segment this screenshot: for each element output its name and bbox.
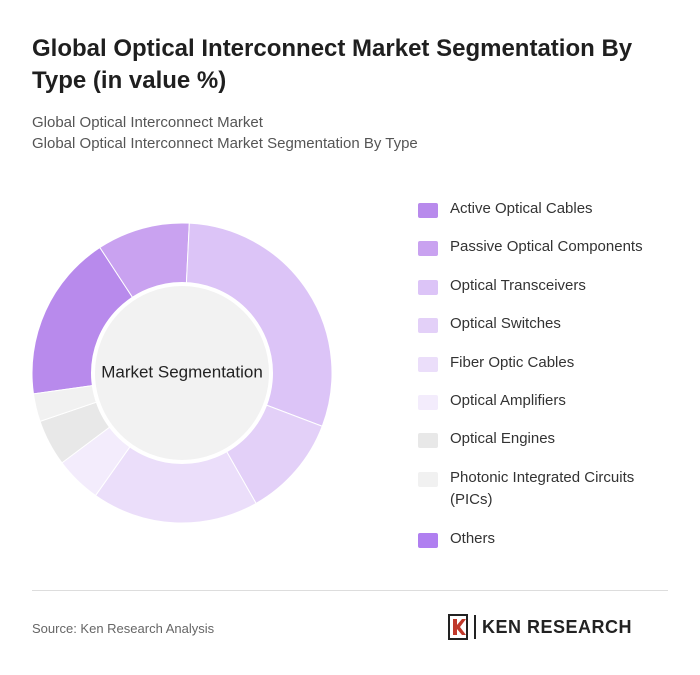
subtitle-segmentation: Global Optical Interconnect Market Segme… — [32, 135, 418, 152]
legend-label: Active Optical Cables — [450, 200, 593, 217]
legend-swatch — [418, 203, 438, 218]
legend-item-passive-optical-components[interactable]: Passive Optical Components — [418, 236, 680, 258]
legend-swatch — [418, 533, 438, 548]
legend-swatch — [418, 472, 438, 487]
donut-chart: Market Segmentation — [31, 222, 333, 524]
ken-research-logo: KEN RESEARCH — [447, 614, 632, 640]
legend-item-optical-amplifiers[interactable]: Optical Amplifiers — [418, 390, 680, 412]
legend-item-optical-engines[interactable]: Optical Engines — [418, 428, 680, 450]
logo-separator — [474, 615, 476, 639]
legend-label: Photonic Integrated Circuits (PICs) — [450, 469, 635, 508]
legend-swatch — [418, 357, 438, 372]
legend-item-fiber-optic-cables[interactable]: Fiber Optic Cables — [418, 352, 680, 374]
legend-label: Optical Engines — [450, 430, 556, 447]
legend-label: Optical Switches — [450, 315, 561, 332]
legend-swatch — [418, 318, 438, 333]
legend-item-photonic-integrated-circuits[interactable]: Photonic Integrated Circuits (PICs) — [418, 467, 680, 511]
legend-label: Optical Amplifiers — [450, 392, 566, 409]
legend-swatch — [418, 395, 438, 410]
legend-item-others[interactable]: Others — [418, 528, 680, 550]
legend-item-active-optical-cables[interactable]: Active Optical Cables — [418, 198, 680, 220]
page-title: Global Optical Interconnect Market Segme… — [32, 35, 633, 94]
legend-swatch — [418, 241, 438, 256]
legend-swatch — [418, 280, 438, 295]
source-note: Source: Ken Research Analysis — [32, 621, 215, 636]
center-label: Market Segmentation — [101, 362, 263, 381]
legend-item-optical-transceivers[interactable]: Optical Transceivers — [418, 275, 680, 297]
legend-label: Optical Transceivers — [450, 277, 586, 294]
subtitle-market: Global Optical Interconnect Market — [32, 114, 263, 131]
legend-item-optical-switches[interactable]: Optical Switches — [418, 313, 680, 335]
legend-label: Passive Optical Components — [450, 238, 643, 255]
ken-logo-icon — [448, 614, 468, 640]
legend-label: Fiber Optic Cables — [450, 354, 575, 371]
footer-divider — [32, 590, 668, 591]
logo-text: KEN RESEARCH — [482, 616, 633, 637]
legend-swatch — [418, 433, 438, 448]
legend-label: Others — [450, 530, 496, 547]
